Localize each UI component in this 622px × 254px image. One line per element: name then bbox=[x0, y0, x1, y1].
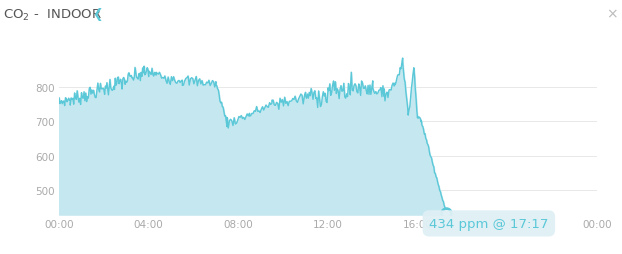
Text: CO$_2$ -  INDOOR: CO$_2$ - INDOOR bbox=[3, 8, 102, 23]
Text: 434 ppm @ 17:17: 434 ppm @ 17:17 bbox=[429, 217, 549, 230]
Text: ×: × bbox=[606, 8, 618, 22]
Text: ❮: ❮ bbox=[92, 8, 103, 21]
